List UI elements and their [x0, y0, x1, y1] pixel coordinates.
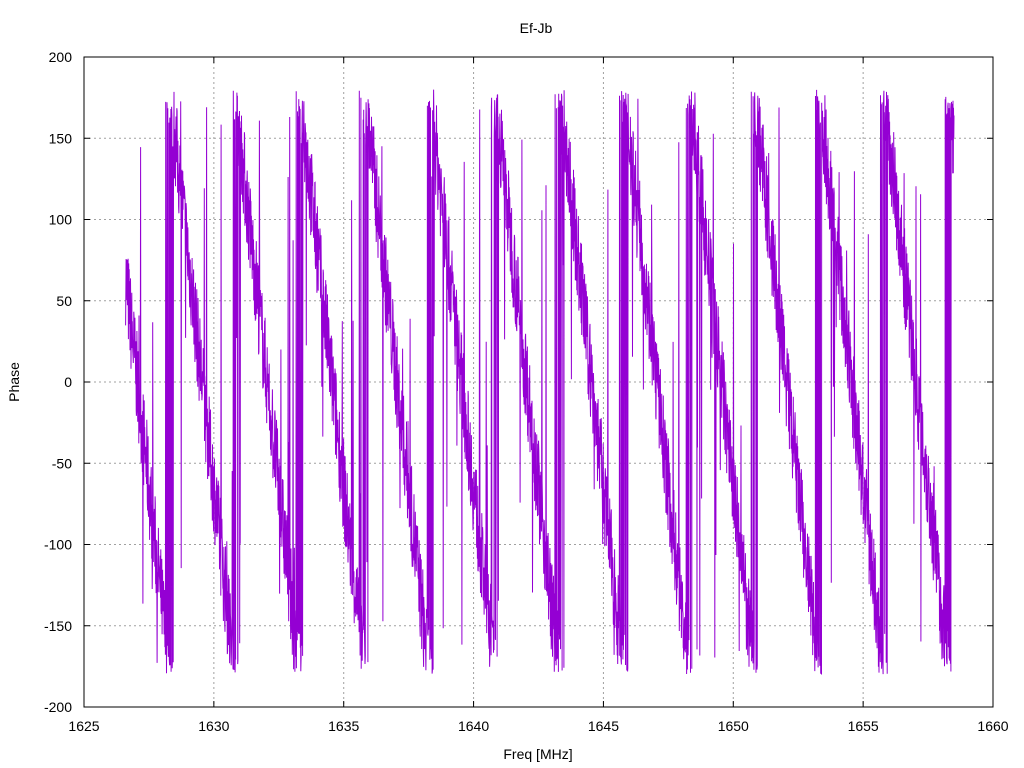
y-axis-label: Phase	[6, 362, 22, 402]
x-tick-label: 1630	[198, 718, 229, 734]
x-tick-label: 1625	[68, 718, 99, 734]
y-tick-label: -200	[44, 699, 72, 715]
y-tick-label: 0	[64, 374, 72, 390]
x-tick-label: 1645	[588, 718, 619, 734]
x-tick-label: 1640	[458, 718, 489, 734]
y-tick-label: 200	[49, 49, 73, 65]
x-axis-label: Freq [MHz]	[503, 746, 572, 762]
y-tick-label: -150	[44, 618, 72, 634]
y-tick-label: -50	[52, 455, 72, 471]
y-tick-label: 100	[49, 212, 73, 228]
grid-lines	[84, 57, 993, 707]
chart-title: Ef-Jb	[520, 20, 553, 36]
x-tick-label: 1655	[848, 718, 879, 734]
x-tick-label: 1650	[718, 718, 749, 734]
phase-series-line	[125, 89, 955, 675]
x-axis-ticks: 1625 1630 1635 1640 1645 1650 1655 1660	[68, 57, 1009, 734]
x-tick-label: 1635	[328, 718, 359, 734]
phase-series	[125, 89, 955, 675]
y-tick-label: -100	[44, 537, 72, 553]
y-tick-label: 50	[56, 293, 72, 309]
y-tick-label: 150	[49, 130, 73, 146]
y-axis-ticks: -200 -150 -100 -50 0 50 100 150 200	[44, 49, 993, 715]
x-tick-label: 1660	[977, 718, 1008, 734]
